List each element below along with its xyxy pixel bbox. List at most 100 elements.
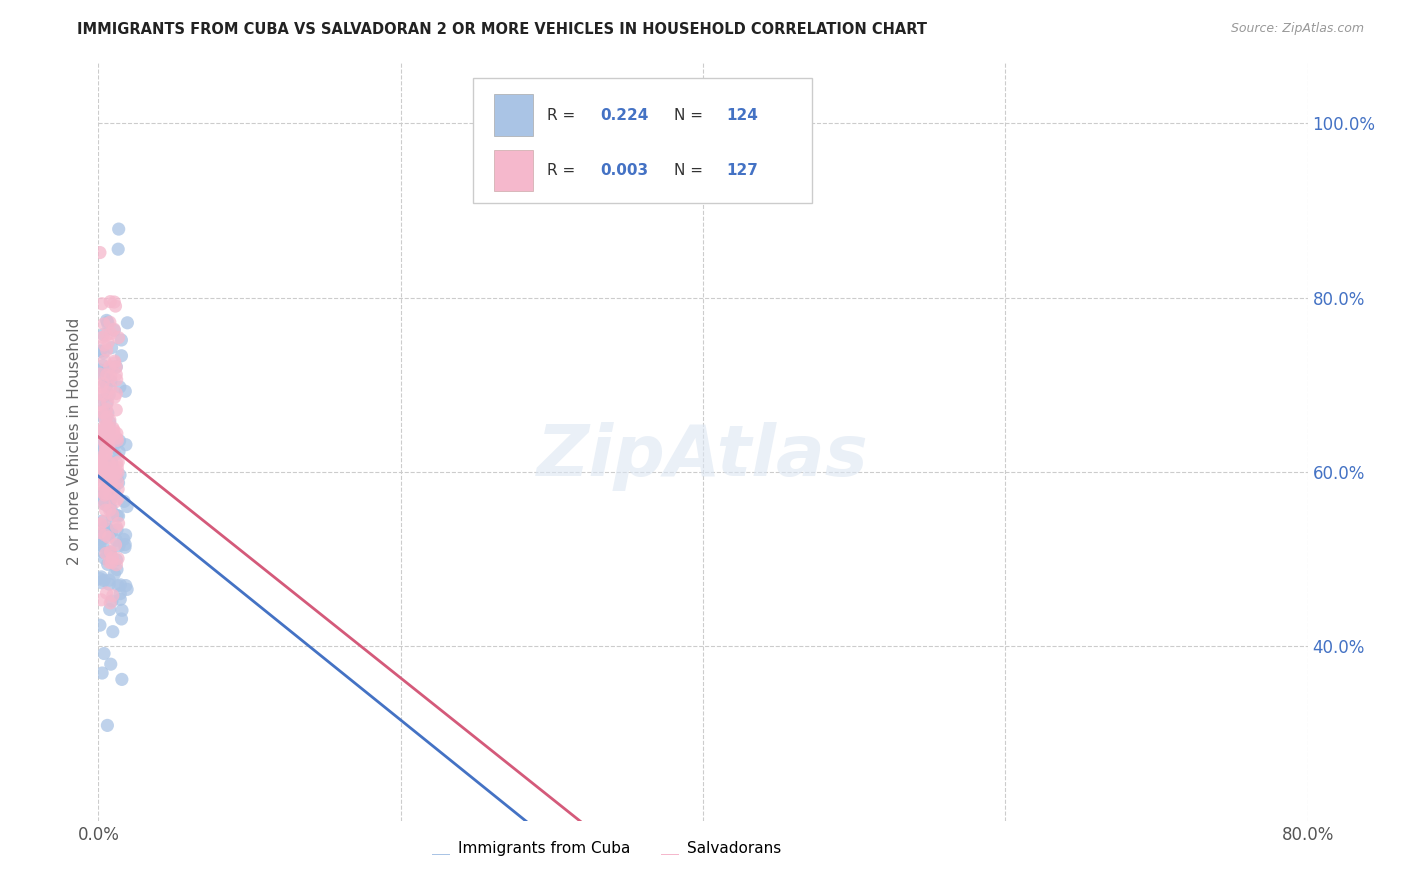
Point xyxy=(105,456,128,470)
Point xyxy=(100,545,122,559)
Point xyxy=(97,441,120,455)
Point xyxy=(94,412,117,426)
Point xyxy=(100,369,122,384)
Point xyxy=(105,562,128,576)
Point xyxy=(96,426,118,441)
Point xyxy=(107,491,129,506)
Bar xyxy=(494,150,533,191)
Point xyxy=(105,386,128,401)
Point xyxy=(98,416,121,430)
Point xyxy=(97,530,120,544)
Point xyxy=(98,555,121,569)
Point xyxy=(101,509,124,524)
Point xyxy=(91,367,114,381)
Point xyxy=(94,425,117,439)
Y-axis label: 2 or more Vehicles in Household: 2 or more Vehicles in Household xyxy=(67,318,83,566)
Point xyxy=(107,516,129,531)
Point xyxy=(96,586,118,600)
Point xyxy=(96,718,118,732)
Point xyxy=(90,516,112,531)
Point xyxy=(91,330,114,344)
Text: R =: R = xyxy=(547,163,581,178)
Point xyxy=(90,423,112,437)
Point xyxy=(107,222,129,236)
Point xyxy=(107,551,129,566)
Point xyxy=(100,657,122,672)
Point xyxy=(94,421,117,435)
Point xyxy=(115,500,138,514)
Point xyxy=(90,458,112,472)
Point xyxy=(89,463,111,477)
Text: Source: ZipAtlas.com: Source: ZipAtlas.com xyxy=(1230,22,1364,36)
Point xyxy=(89,536,111,550)
Point xyxy=(108,434,131,448)
Point xyxy=(103,295,125,310)
Point xyxy=(89,489,111,503)
Point xyxy=(110,612,132,626)
Point xyxy=(101,589,124,603)
Text: N =: N = xyxy=(673,163,707,178)
Point xyxy=(93,527,115,541)
Point xyxy=(89,618,111,632)
Point xyxy=(100,473,122,487)
Point xyxy=(107,434,129,448)
Point xyxy=(94,497,117,511)
Point xyxy=(111,603,134,617)
Point xyxy=(97,317,120,331)
Point xyxy=(94,460,117,475)
Point xyxy=(115,438,138,452)
Point xyxy=(98,388,121,402)
Point xyxy=(105,368,128,382)
Point xyxy=(96,458,118,473)
Point xyxy=(91,346,114,360)
Point xyxy=(93,531,115,545)
Point xyxy=(90,575,112,590)
Point xyxy=(97,527,120,541)
Point xyxy=(101,421,124,435)
Point xyxy=(98,503,121,517)
Point xyxy=(94,418,117,433)
Point xyxy=(105,403,128,417)
Point xyxy=(100,479,122,493)
Point xyxy=(91,327,114,342)
Legend: Immigrants from Cuba, Salvadorans: Immigrants from Cuba, Salvadorans xyxy=(426,835,787,863)
Point xyxy=(115,582,138,597)
Point xyxy=(117,316,139,330)
Point xyxy=(103,482,125,496)
Point xyxy=(96,402,118,417)
Point xyxy=(93,405,115,419)
Point xyxy=(101,508,124,522)
Point xyxy=(97,419,120,434)
Point xyxy=(93,353,115,368)
Point xyxy=(98,500,121,515)
Point xyxy=(91,424,114,438)
Point xyxy=(93,493,115,508)
Point xyxy=(89,454,111,468)
Point xyxy=(96,440,118,454)
Point xyxy=(107,455,129,469)
Point xyxy=(97,385,120,400)
Point xyxy=(110,578,132,592)
Point xyxy=(97,315,120,329)
Point xyxy=(94,491,117,506)
Point xyxy=(98,423,121,437)
Point xyxy=(100,374,122,388)
Point xyxy=(94,465,117,479)
Point xyxy=(89,462,111,476)
Point xyxy=(112,533,135,547)
Point xyxy=(97,523,120,537)
Point xyxy=(93,388,115,402)
Point xyxy=(96,343,118,358)
Point xyxy=(104,495,127,509)
Point xyxy=(90,469,112,483)
Point xyxy=(107,508,129,523)
Text: 0.224: 0.224 xyxy=(600,108,648,122)
Point xyxy=(104,390,127,404)
Point xyxy=(100,326,122,341)
Point xyxy=(107,330,129,344)
Point xyxy=(89,425,111,439)
Point xyxy=(105,533,128,548)
Point xyxy=(108,444,131,458)
Point xyxy=(91,539,114,553)
Point xyxy=(94,486,117,500)
